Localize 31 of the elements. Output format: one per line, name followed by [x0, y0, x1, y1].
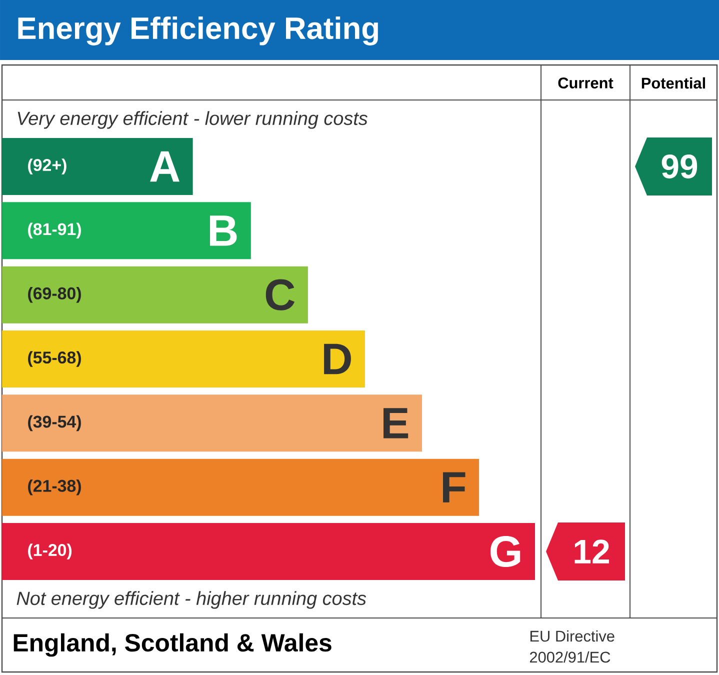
bar: [2, 458, 480, 516]
text: Current: [558, 78, 614, 88]
bar: [2, 202, 251, 260]
bar: [2, 394, 422, 452]
annotation: (55-68): [28, 351, 81, 367]
text: Potential: [642, 77, 706, 89]
text: England, Scotland & Wales: [14, 633, 332, 657]
chart-title: Energy Efficiency Rating: [18, 16, 378, 46]
annotation: (1-20): [28, 544, 72, 560]
y-tick-label: F: [443, 472, 466, 502]
bar: [2, 330, 365, 388]
bar: [2, 523, 536, 580]
annotation: (92+): [28, 158, 66, 174]
annotation: (69-80): [28, 286, 81, 303]
y-tick-label: C: [266, 279, 295, 310]
bar: [2, 138, 193, 195]
bar: [2, 266, 308, 324]
text: 12: [574, 540, 609, 564]
annotation: (21-38): [28, 479, 81, 496]
y-tick-label: G: [490, 536, 520, 568]
y-tick-label: A: [150, 151, 180, 182]
text: 99: [662, 154, 698, 178]
text: Very energy efficient - lower running costs: [18, 111, 368, 129]
text: Not energy efficient - higher running costs: [16, 591, 366, 609]
y-tick-label: B: [210, 216, 237, 246]
text: 2002/91/EC: [530, 651, 610, 663]
y-tick-label: E: [384, 408, 408, 438]
y-tick-label: D: [324, 344, 351, 374]
annotation: (81-91): [28, 222, 81, 239]
annotation: (39-54): [28, 415, 81, 432]
text: EU Directive: [530, 630, 614, 642]
